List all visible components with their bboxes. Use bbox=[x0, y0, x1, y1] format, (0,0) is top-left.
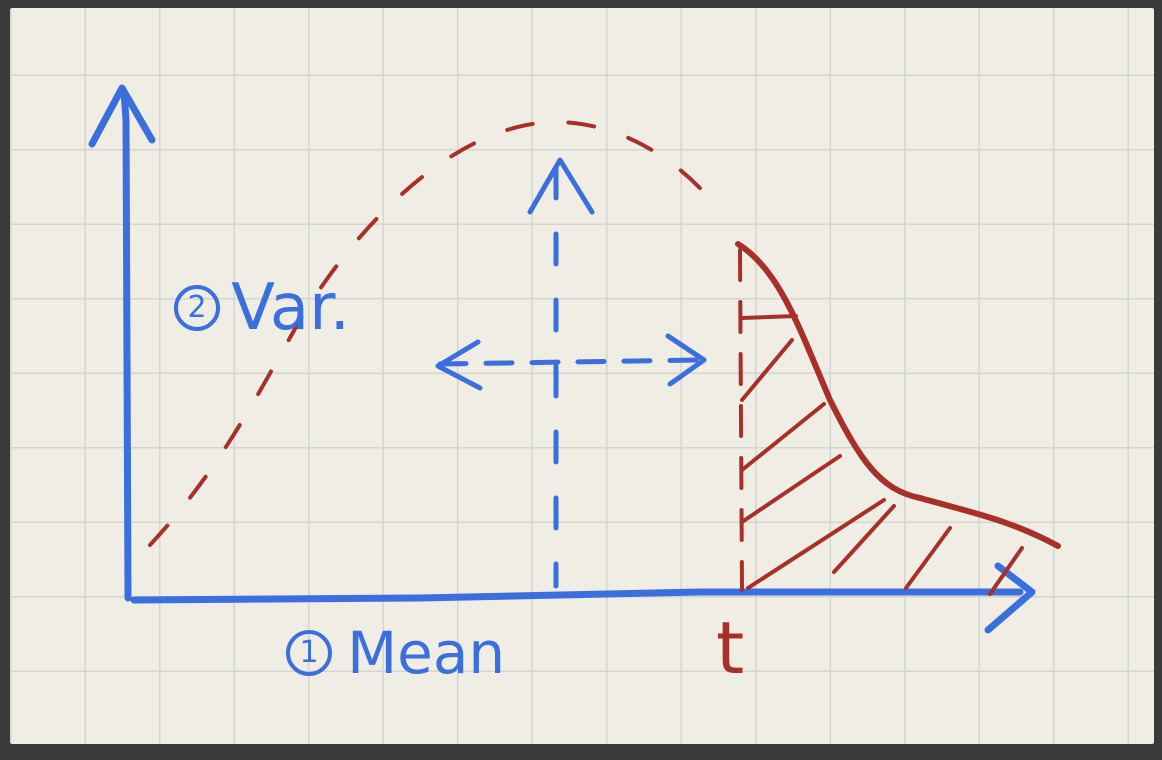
threshold-dashed-line bbox=[738, 248, 744, 592]
mean-arrowhead bbox=[527, 157, 595, 215]
variance-label: 2 Var. bbox=[174, 276, 350, 340]
grid-paper bbox=[10, 8, 1154, 744]
dashed-distribution-curve bbox=[148, 119, 722, 547]
y-axis-arrowhead bbox=[88, 84, 156, 148]
variance-left-arrowhead bbox=[435, 339, 483, 391]
tail-hatching bbox=[740, 314, 1024, 596]
mean-text: Mean bbox=[347, 619, 506, 687]
variance-text: Var. bbox=[231, 271, 350, 345]
mean-step-number: 1 bbox=[286, 630, 332, 676]
variance-right-arrowhead bbox=[665, 333, 707, 387]
y-axis bbox=[120, 88, 132, 602]
variance-step-number: 2 bbox=[174, 285, 220, 331]
mean-label: 1 Mean bbox=[286, 624, 505, 682]
tail-curve bbox=[735, 241, 1061, 549]
x-axis-arrowhead bbox=[984, 562, 1036, 634]
variance-dashed-line bbox=[437, 357, 703, 367]
threshold-label: t bbox=[716, 606, 745, 690]
x-axis bbox=[130, 588, 1024, 604]
